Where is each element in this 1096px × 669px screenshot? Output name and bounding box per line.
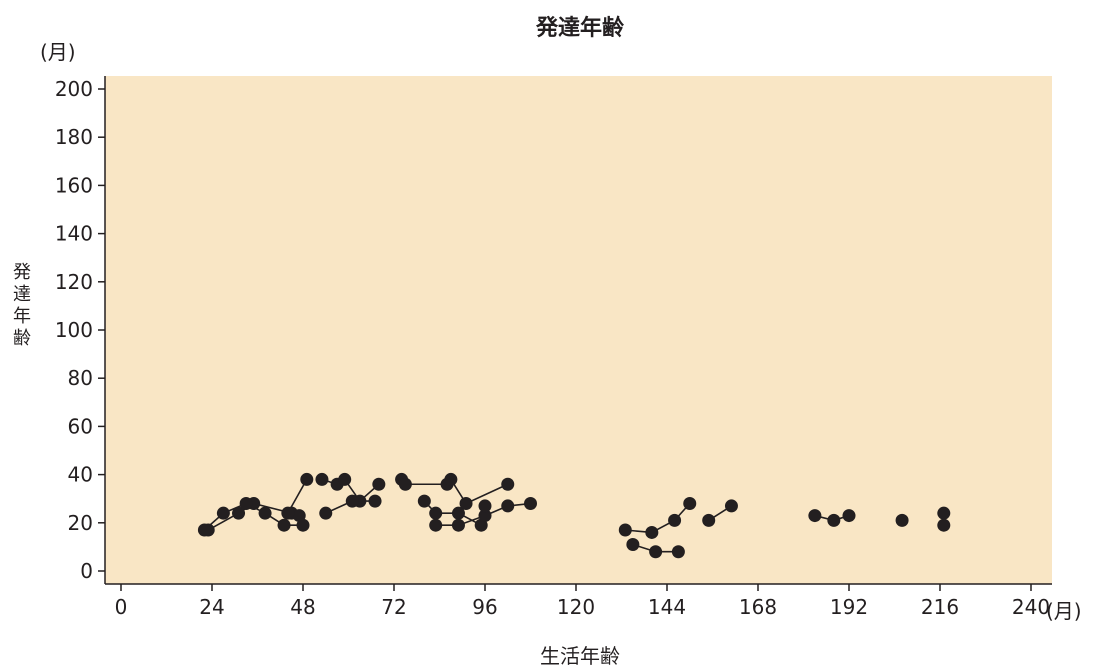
data-point [281,506,295,520]
x-tick-label: 168 [739,595,777,619]
data-point [895,513,909,527]
data-point [618,523,632,537]
x-axis-unit: (月) [1046,599,1082,623]
x-tick-label: 192 [830,595,868,619]
data-point [842,509,856,523]
x-tick-label: 216 [921,595,959,619]
x-tick-label: 120 [557,595,595,619]
axes: 0 20 40 60 80 100 120 140 160 180 200 0 24 48 72 96 120 1… [55,76,1052,619]
y-axis-title: 発達年齢 [10,262,34,350]
data-point [258,506,272,520]
series-line [423,500,482,526]
data-point [808,509,822,523]
data-point [429,506,443,520]
data-point [296,518,310,532]
y-tick-label: 40 [68,463,93,487]
data-point [232,506,246,520]
data-point [501,499,515,513]
data-point [671,545,685,559]
data-point [417,494,431,508]
data-point [501,477,515,491]
x-tick-label: 144 [648,595,686,619]
y-tick-label: 0 [80,559,93,583]
data-point [398,477,412,491]
series-points [197,472,951,559]
data-point [478,509,492,523]
y-axis-unit: (月) [40,40,76,64]
data-point [524,497,537,511]
data-point [626,537,640,551]
data-point [459,497,473,511]
y-axis-title-char: 齢 [13,328,31,349]
plot-area [105,76,1052,584]
data-point [300,472,314,486]
chart-title: 発達年齢 [535,16,624,41]
data-point [277,518,291,532]
y-tick-label: 60 [68,414,93,438]
x-tick-label: 48 [290,595,315,619]
data-point [702,513,716,527]
y-tick-label: 80 [68,366,93,390]
y-tick-label: 180 [55,125,93,149]
y-tick-label: 20 [68,511,93,535]
data-point [368,494,382,508]
data-point [239,497,253,511]
y-axis-title-char: 達 [13,284,31,305]
data-point [649,545,663,559]
data-point [197,523,211,537]
y-tick-label: 100 [55,318,93,342]
data-point [345,494,359,508]
data-point [724,499,738,513]
data-point [668,513,682,527]
series-line [625,502,691,534]
y-tick-label: 140 [55,222,93,246]
data-point [444,472,458,486]
y-tick-label: 200 [55,77,93,101]
y-axis-title-char: 年 [13,306,31,327]
data-point [937,506,951,520]
y-tick-label: 160 [55,173,93,197]
data-point [338,472,352,486]
data-point [216,506,230,520]
x-tick-label: 24 [199,595,224,619]
x-tick-label: 96 [472,595,497,619]
y-axis-title-char: 発 [13,262,31,283]
x-tick-label: 0 [115,595,128,619]
data-point [451,506,465,520]
data-point [315,472,329,486]
data-point [478,499,492,513]
data-point [429,518,443,532]
data-point [827,513,841,527]
data-point [319,506,333,520]
data-point [451,518,465,532]
data-point [937,518,951,532]
data-point [683,497,697,511]
data-point [645,525,659,539]
x-tick-label: 240 [1012,595,1050,619]
data-point [372,477,386,491]
y-tick-label: 120 [55,270,93,294]
x-tick-label: 72 [381,595,406,619]
